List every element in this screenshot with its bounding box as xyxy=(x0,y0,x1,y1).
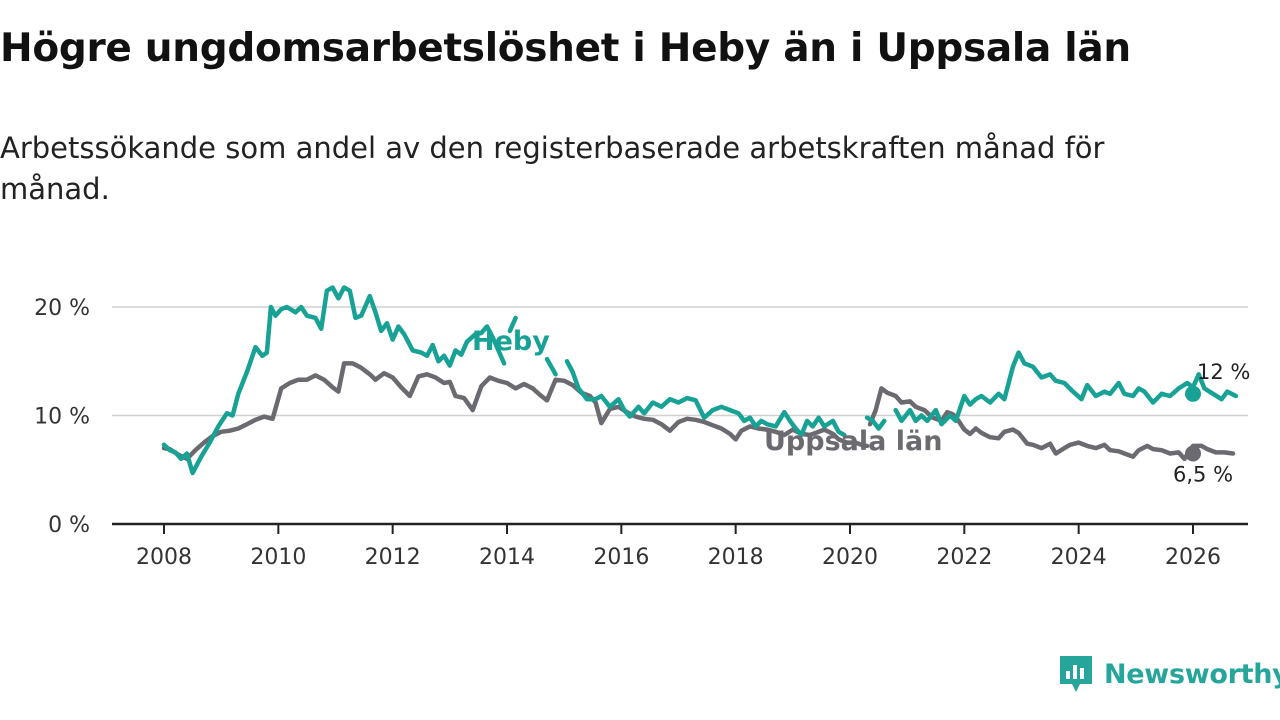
y-tick-label: 10 % xyxy=(34,405,90,430)
end-label-heby: 12 % xyxy=(1197,360,1250,384)
page-title: Högre ungdomsarbetslöshet i Heby än i Up… xyxy=(0,26,1131,71)
series-lines xyxy=(161,285,1239,476)
page-subtitle: Arbetssökande som andel av den registerb… xyxy=(0,131,1105,206)
newsworthy-brand: Newsworthy xyxy=(1058,654,1280,694)
series-label-uppsala: Uppsala län xyxy=(764,426,942,457)
x-tick-label: 2026 xyxy=(1165,545,1221,570)
end-marker-uppsala xyxy=(1185,445,1201,462)
axes: 0 % 10 % 20 % 2008 2010 2012 2014 2016 2018 2020 2… xyxy=(34,296,1248,570)
y-tick-label: 20 % xyxy=(34,296,90,321)
series-line-heby xyxy=(161,285,1239,476)
x-tick-label: 2024 xyxy=(1051,545,1107,570)
x-tick-label: 2010 xyxy=(250,545,306,570)
x-tick-label: 2014 xyxy=(479,545,535,570)
x-tick-label: 2012 xyxy=(365,545,421,570)
x-tick-label: 2020 xyxy=(822,545,878,570)
x-tick-label: 2016 xyxy=(593,545,649,570)
end-marker-heby xyxy=(1185,385,1201,402)
series-labels: 12 % 6,5 % Heby Uppsala län xyxy=(472,326,1250,486)
x-tick-label: 2022 xyxy=(936,545,992,570)
newsworthy-logo-icon xyxy=(1060,656,1092,692)
x-tick-label: 2018 xyxy=(708,545,764,570)
x-tick-label: 2008 xyxy=(136,545,192,570)
end-label-uppsala: 6,5 % xyxy=(1173,462,1233,486)
y-tick-label: 0 % xyxy=(48,513,90,538)
brand-name: Newsworthy xyxy=(1104,658,1280,690)
series-label-heby: Heby xyxy=(472,326,550,357)
